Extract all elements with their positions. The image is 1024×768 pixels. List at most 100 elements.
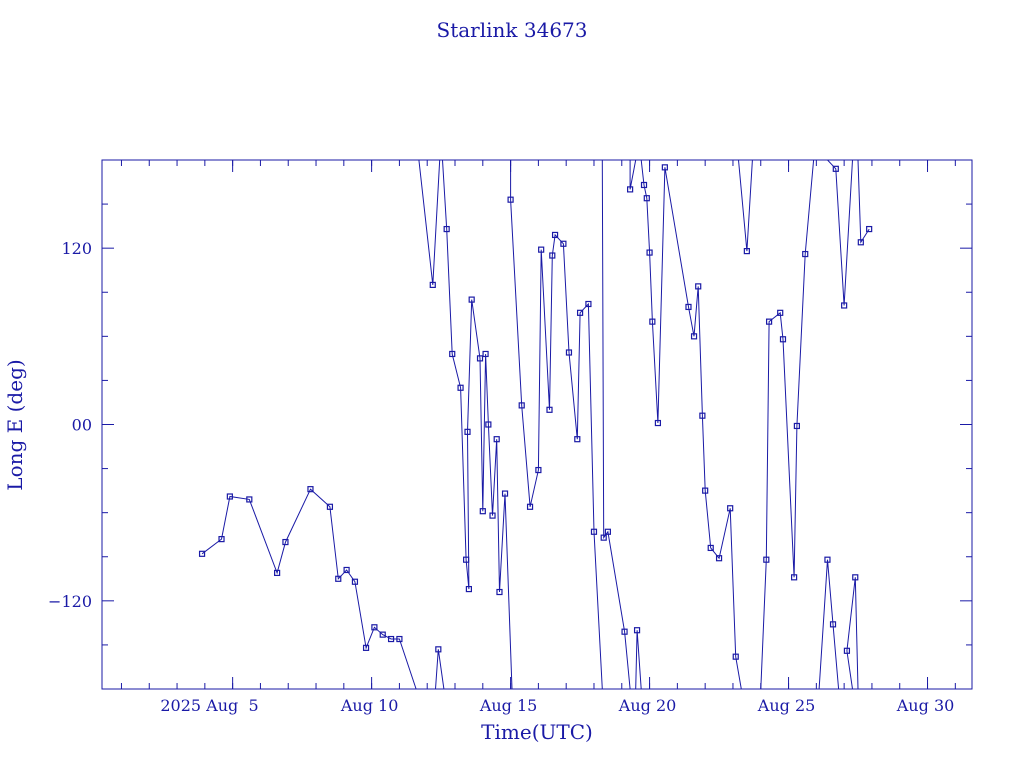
data-point [707,544,714,552]
series-line [510,160,603,689]
data-point [435,646,442,653]
x-tick-label: Aug 15 [479,696,538,715]
data-point [226,493,233,500]
data-point [866,225,873,233]
data-point [371,624,378,631]
data-point [485,421,492,428]
data-point [449,350,456,358]
chart-title: Starlink 34673 [437,18,588,42]
x-tick-label: Aug 20 [618,696,677,715]
data-point [546,406,553,413]
y-tick-label: 00 [72,416,92,435]
series-line [760,160,815,689]
data-point [702,487,709,494]
data-point [621,628,628,635]
data-point [843,647,851,654]
data-point [429,281,436,289]
data-point [590,528,598,535]
data-point [685,303,692,311]
data-point [457,384,464,391]
x-axis-label: Time(UTC) [481,720,593,744]
data-point [476,355,484,362]
data-point [576,309,584,316]
x-tick-labels: 2025 Aug 5 Aug 10 Aug 15 Aug 20 Aug 25 Aug 30 [160,696,954,715]
x-tick-label: Aug 25 [757,696,816,715]
x-tick-label: Aug 30 [896,696,955,715]
data-point [646,249,653,256]
data-point [343,566,350,574]
data-point [218,536,225,543]
series-line [629,160,637,190]
data-point [643,195,650,202]
data-point [649,318,656,325]
data-point [538,246,545,253]
data-point [600,534,607,541]
data-point [857,239,864,246]
data-point [482,350,489,358]
series-line [418,160,441,285]
series-lines [201,160,870,689]
data-point [551,231,559,239]
data-point [690,333,698,340]
data-point [396,635,403,643]
data-point [335,575,342,582]
plot-area: 2025 Aug 5 Aug 10 Aug 15 Aug 20 Aug 25 Aug 30… [48,159,973,715]
data-point [198,550,206,557]
series-line [640,160,742,689]
data-point [479,508,486,515]
data-point [465,585,473,593]
series-line [635,630,642,689]
data-point [727,505,734,512]
data-point [463,556,470,563]
data-point [565,349,573,356]
data-point [832,165,839,172]
data-point [574,436,581,443]
data-point [501,490,509,497]
series-line [818,559,840,689]
data-point [633,627,641,634]
data-point [661,164,668,171]
data-point [351,578,359,585]
data-point [732,653,739,660]
data-point [507,196,514,203]
data-point [493,436,500,443]
data-point [824,556,831,563]
data-point [282,538,289,546]
data-point [526,503,534,510]
data-point [549,252,556,259]
x-tick-label: 2025 Aug 5 [160,696,258,715]
data-point [274,569,281,577]
data-point [468,296,475,303]
data-point [246,496,253,503]
data-point [326,503,334,510]
data-point [743,248,750,255]
data-point [640,181,648,189]
data-point [695,283,702,290]
y-tick-label: 120 [61,239,92,258]
series-line [442,160,513,689]
data-point [535,466,542,474]
data-point [793,422,800,430]
data-point [585,300,592,308]
data-point [791,574,798,581]
data-point [627,186,634,193]
series-line [738,160,753,252]
data-point [489,512,496,519]
y-tick-label: −120 [48,592,92,611]
data-point [307,486,314,493]
series-line [601,160,631,689]
series-line [435,649,445,689]
data-point [604,528,611,535]
axis-ticks [102,160,972,689]
x-tick-label: Aug 10 [340,696,399,715]
data-point [464,428,471,435]
y-axis-label: Long E (deg) [3,359,27,490]
data-point [763,556,770,563]
data-point [654,419,662,427]
data-point [496,588,503,596]
data-point [777,309,784,316]
series-line [846,577,859,689]
data-point [518,402,525,409]
data-point [852,574,859,581]
